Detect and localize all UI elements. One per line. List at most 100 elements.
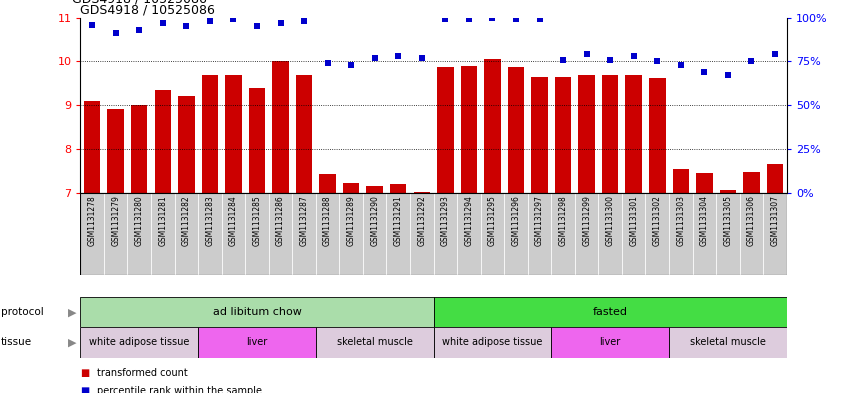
Bar [269,193,293,275]
Bar [107,110,124,193]
Bar [461,66,477,193]
Text: GSM1131293: GSM1131293 [441,195,450,246]
Point [651,58,664,64]
Text: white adipose tissue: white adipose tissue [89,338,190,347]
Text: GSM1131286: GSM1131286 [276,195,285,246]
Text: GSM1131302: GSM1131302 [653,195,662,246]
Point [179,23,193,29]
Bar [387,193,410,275]
Bar [434,193,457,275]
Bar [434,297,787,327]
Text: GSM1131285: GSM1131285 [252,195,261,246]
Bar [434,327,552,358]
Bar [80,193,104,275]
Text: ■: ■ [80,386,90,393]
Point [203,18,217,24]
Bar [198,327,316,358]
Text: liver: liver [600,338,621,347]
Bar [649,78,666,193]
Point [438,16,452,22]
Bar [155,90,171,193]
Text: ■: ■ [80,368,90,378]
Bar [504,193,528,275]
Text: GSM1131280: GSM1131280 [135,195,144,246]
Bar [717,193,739,275]
Point [250,23,264,29]
Bar [598,193,622,275]
Text: GSM1131304: GSM1131304 [700,195,709,246]
Text: transformed count: transformed count [97,368,188,378]
Bar [531,77,547,193]
Text: protocol: protocol [1,307,44,317]
Point [698,69,711,75]
Bar [552,327,669,358]
Text: fasted: fasted [593,307,628,317]
Point [768,51,782,57]
Point [415,55,429,61]
Bar [245,193,269,275]
Bar [669,327,787,358]
Bar [198,193,222,275]
Text: GSM1131305: GSM1131305 [723,195,733,246]
Bar [84,101,101,193]
Text: GSM1131288: GSM1131288 [323,195,332,246]
Bar [555,77,571,193]
Bar [128,193,151,275]
Bar [80,297,434,327]
Text: GSM1131301: GSM1131301 [629,195,638,246]
Point [486,15,499,21]
Bar [339,193,363,275]
Bar [414,192,430,193]
Text: GSM1131289: GSM1131289 [347,195,355,246]
Bar [249,88,265,193]
Bar [481,193,504,275]
Text: percentile rank within the sample: percentile rank within the sample [97,386,262,393]
Text: GDS4918 / 10525086: GDS4918 / 10525086 [80,4,215,17]
Bar [316,327,434,358]
Text: GSM1131283: GSM1131283 [206,195,214,246]
Text: GSM1131299: GSM1131299 [582,195,591,246]
Bar [222,193,245,275]
Point [344,62,358,68]
Text: GSM1131297: GSM1131297 [535,195,544,246]
Point [603,57,617,63]
Point [368,55,382,61]
Text: skeletal muscle: skeletal muscle [337,338,413,347]
Bar [673,169,689,193]
Text: GSM1131306: GSM1131306 [747,195,756,246]
Bar [225,75,242,193]
Text: ▶: ▶ [68,307,76,317]
Point [274,20,288,26]
Text: GSM1131300: GSM1131300 [606,195,615,246]
Point [744,58,758,64]
Point [321,60,334,66]
Text: GSM1131281: GSM1131281 [158,195,168,246]
Text: GSM1131287: GSM1131287 [299,195,309,246]
Bar [363,193,387,275]
Text: GSM1131295: GSM1131295 [488,195,497,246]
Text: liver: liver [246,338,267,347]
Bar [575,193,598,275]
Text: GSM1131291: GSM1131291 [393,195,403,246]
Text: white adipose tissue: white adipose tissue [442,338,542,347]
Text: GSM1131294: GSM1131294 [464,195,474,246]
Bar [579,75,595,193]
Bar [720,190,736,193]
Bar [696,173,712,193]
Text: GSM1131298: GSM1131298 [558,195,568,246]
Bar [151,193,174,275]
Point [557,57,570,63]
Bar [528,193,552,275]
Text: skeletal muscle: skeletal muscle [690,338,766,347]
Bar [508,67,525,193]
Text: GSM1131279: GSM1131279 [111,195,120,246]
Bar [645,193,669,275]
Point [85,22,99,28]
Bar [366,186,383,193]
Bar [410,193,434,275]
Bar [390,184,406,193]
Point [509,16,523,22]
Text: GSM1131282: GSM1131282 [182,195,191,246]
Bar [739,193,763,275]
Bar [179,96,195,193]
